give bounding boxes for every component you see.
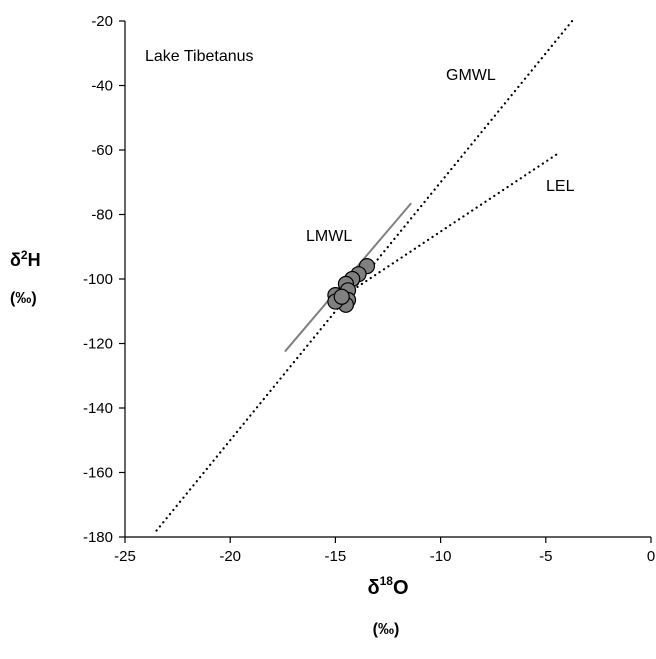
- y-tick-label: -40: [91, 78, 113, 95]
- y-tick-label: -120: [83, 336, 113, 353]
- y-tick-label: -60: [91, 142, 113, 159]
- y-tick-label: -140: [83, 400, 113, 417]
- y-axis-title: δ2H (‰): [10, 248, 41, 307]
- x-axis-unit: (‰): [373, 621, 400, 638]
- y-axis-title-superscript: 2: [21, 248, 28, 262]
- y-axis-title-prefix: δ: [10, 250, 21, 270]
- gmwl-label: GMWL: [446, 67, 496, 84]
- y-tick-label: -20: [91, 13, 113, 30]
- x-axis-title: δ18O (‰): [367, 574, 408, 638]
- x-axis-title-element: O: [393, 577, 409, 599]
- y-tick-label: -180: [83, 529, 113, 546]
- x-axis-title-prefix: δ: [367, 577, 379, 599]
- x-tick-label: 0: [647, 548, 655, 565]
- data-point: [333, 288, 350, 305]
- x-tick-label: -25: [114, 548, 136, 565]
- svg-text:δ2H: δ2H: [10, 248, 41, 270]
- plot-frame: [124, 21, 651, 538]
- lmwl-label: LMWL: [306, 228, 352, 245]
- y-axis-unit: (‰): [10, 290, 37, 307]
- data-points: [327, 258, 376, 313]
- y-tick-label: -100: [83, 271, 113, 288]
- x-tick-label: -5: [539, 548, 552, 565]
- chart-title: Lake Tibetanus: [145, 48, 254, 65]
- y-axis-title-element: H: [28, 250, 41, 270]
- y-tick-label: -80: [91, 207, 113, 224]
- x-axis-ticks: -25 -20 -15 -10 -5 0: [114, 537, 655, 565]
- x-axis-title-superscript: 18: [380, 574, 394, 588]
- lel-line: [334, 152, 560, 303]
- lel-label: LEL: [546, 178, 575, 195]
- y-axis-ticks: -180 -160 -140 -120 -100 -80 -60 -40 -20: [83, 13, 125, 546]
- svg-text:δ18O: δ18O: [367, 574, 408, 599]
- x-tick-label: -15: [325, 548, 347, 565]
- x-tick-label: -10: [430, 548, 452, 565]
- x-tick-label: -20: [219, 548, 241, 565]
- y-tick-label: -160: [83, 465, 113, 482]
